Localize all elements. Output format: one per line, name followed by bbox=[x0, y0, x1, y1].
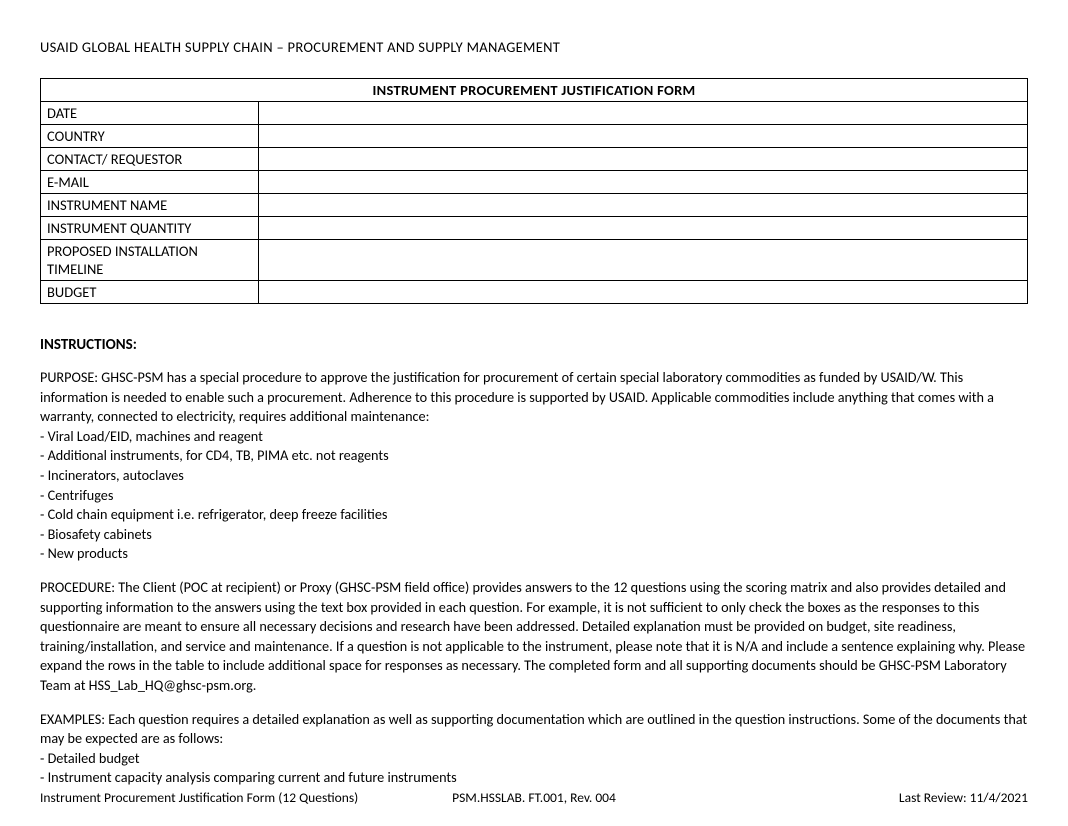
row-value-email[interactable] bbox=[259, 171, 1028, 194]
table-row: E-MAIL bbox=[41, 171, 1028, 194]
table-row: DATE bbox=[41, 102, 1028, 125]
table-row: CONTACT/ REQUESTOR bbox=[41, 148, 1028, 171]
purpose-section: PURPOSE: GHSC-PSM has a special procedur… bbox=[40, 368, 1028, 564]
justification-form-table: INSTRUMENT PROCUREMENT JUSTIFICATION FOR… bbox=[40, 78, 1028, 304]
row-label-timeline: PROPOSED INSTALLATION TIMELINE bbox=[41, 240, 259, 281]
list-item: New products bbox=[40, 544, 1028, 564]
page-footer: Instrument Procurement Justification For… bbox=[40, 789, 1028, 806]
examples-text: EXAMPLES: Each question requires a detai… bbox=[40, 710, 1028, 749]
row-value-budget[interactable] bbox=[259, 281, 1028, 304]
list-item: Additional instruments, for CD4, TB, PIM… bbox=[40, 446, 1028, 466]
footer-center: PSM.HSSLAB. FT.001, Rev. 004 bbox=[452, 789, 616, 806]
row-label-instrument-name: INSTRUMENT NAME bbox=[41, 194, 259, 217]
list-item: Detailed budget bbox=[40, 749, 1028, 769]
row-value-country[interactable] bbox=[259, 125, 1028, 148]
list-item: Instrument capacity analysis comparing c… bbox=[40, 768, 1028, 788]
procedure-text: PROCEDURE: The Client (POC at recipient)… bbox=[40, 578, 1028, 696]
row-label-date: DATE bbox=[41, 102, 259, 125]
list-item: Cold chain equipment i.e. refrigerator, … bbox=[40, 505, 1028, 525]
list-item: Viral Load/EID, machines and reagent bbox=[40, 427, 1028, 447]
row-value-date[interactable] bbox=[259, 102, 1028, 125]
examples-section: EXAMPLES: Each question requires a detai… bbox=[40, 710, 1028, 788]
table-row: PROPOSED INSTALLATION TIMELINE bbox=[41, 240, 1028, 281]
purpose-text: PURPOSE: GHSC-PSM has a special procedur… bbox=[40, 368, 1028, 427]
row-value-instrument-name[interactable] bbox=[259, 194, 1028, 217]
examples-bullets: Detailed budget Instrument capacity anal… bbox=[40, 749, 1028, 788]
row-value-timeline[interactable] bbox=[259, 240, 1028, 281]
footer-left: Instrument Procurement Justification For… bbox=[40, 789, 358, 806]
row-label-budget: BUDGET bbox=[41, 281, 259, 304]
row-value-quantity[interactable] bbox=[259, 217, 1028, 240]
instructions-heading: INSTRUCTIONS: bbox=[40, 336, 1028, 354]
row-label-contact: CONTACT/ REQUESTOR bbox=[41, 148, 259, 171]
table-row: COUNTRY bbox=[41, 125, 1028, 148]
row-value-contact[interactable] bbox=[259, 148, 1028, 171]
footer-right: Last Review: 11/4/2021 bbox=[899, 789, 1028, 806]
table-row: INSTRUMENT NAME bbox=[41, 194, 1028, 217]
list-item: Incinerators, autoclaves bbox=[40, 466, 1028, 486]
row-label-email: E-MAIL bbox=[41, 171, 259, 194]
row-label-country: COUNTRY bbox=[41, 125, 259, 148]
table-row: BUDGET bbox=[41, 281, 1028, 304]
form-title: INSTRUMENT PROCUREMENT JUSTIFICATION FOR… bbox=[41, 79, 1028, 102]
list-item: Centrifuges bbox=[40, 486, 1028, 506]
list-item: Biosafety cabinets bbox=[40, 525, 1028, 545]
table-row: INSTRUMENT QUANTITY bbox=[41, 217, 1028, 240]
purpose-bullets: Viral Load/EID, machines and reagent Add… bbox=[40, 427, 1028, 564]
row-label-quantity: INSTRUMENT QUANTITY bbox=[41, 217, 259, 240]
org-header: USAID GLOBAL HEALTH SUPPLY CHAIN – PROCU… bbox=[40, 38, 1028, 56]
